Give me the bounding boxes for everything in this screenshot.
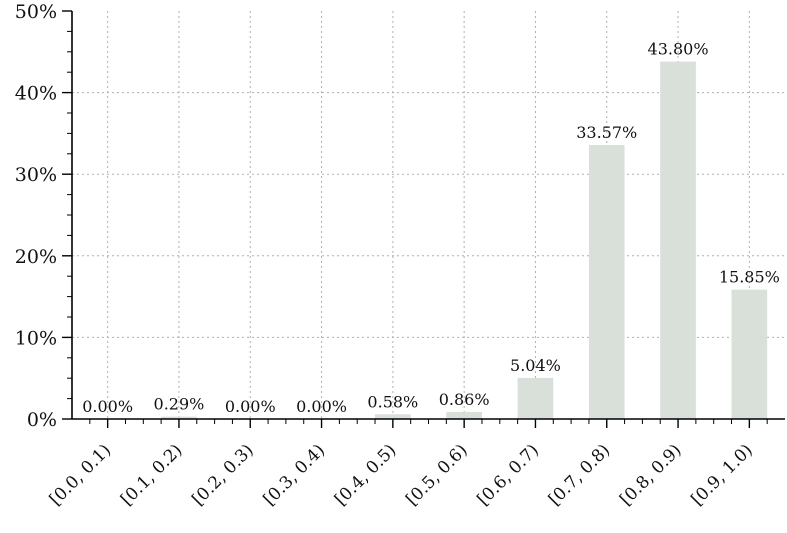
x-tick-label: [0.7, 0.8) [545, 440, 614, 509]
data-label: 0.00% [296, 397, 347, 416]
data-label: 33.57% [576, 123, 637, 142]
data-label: 5.04% [510, 356, 561, 375]
bar [588, 145, 625, 420]
x-axis-ticks: [0.0, 0.1) [0.1, 0.2) [0.2, 0.3) [0.3, 0.4)… [46, 419, 768, 510]
x-tick-label: [0.4, 0.5) [331, 440, 400, 509]
bar [660, 61, 696, 419]
data-label: 0.00% [225, 397, 276, 416]
x-tick-label: [0.2, 0.3) [188, 440, 257, 509]
y-tick-label: 20% [15, 246, 57, 268]
y-tick-label: 0% [27, 409, 57, 431]
y-tick-label: 40% [15, 83, 57, 105]
data-label: 0.00% [82, 397, 133, 416]
bar [375, 414, 411, 419]
data-label: 15.85% [719, 268, 780, 287]
bar [517, 377, 554, 419]
data-label: 0.86% [439, 390, 490, 409]
x-tick-label: [0.0, 0.1) [46, 440, 115, 509]
bar [161, 416, 197, 419]
y-tick-label: 10% [15, 327, 57, 349]
bar [446, 411, 482, 419]
y-tick-label: 50% [15, 1, 57, 23]
x-tick-label: [0.1, 0.2) [117, 440, 186, 509]
x-tick-label: [0.8, 0.9) [616, 440, 685, 509]
y-tick-label: 30% [15, 164, 57, 186]
x-tick-label: [0.3, 0.4) [260, 440, 329, 509]
data-label: 0.29% [154, 395, 205, 414]
y-axis-ticks: 0% 10% 20% 30% 40% 50% [15, 1, 72, 431]
data-labels: 0.00% 0.29% 0.00% 0.00% 0.58% 0.86% 5.04% 33.57… [82, 40, 780, 416]
x-tick-label: [0.9, 1.0) [687, 440, 756, 509]
bar [731, 289, 768, 419]
x-tick-label: [0.5, 0.6) [402, 440, 471, 509]
bars [161, 61, 768, 420]
x-tick-label: [0.6, 0.7) [474, 440, 543, 509]
data-label: 43.80% [648, 40, 709, 59]
data-label: 0.58% [367, 392, 418, 411]
